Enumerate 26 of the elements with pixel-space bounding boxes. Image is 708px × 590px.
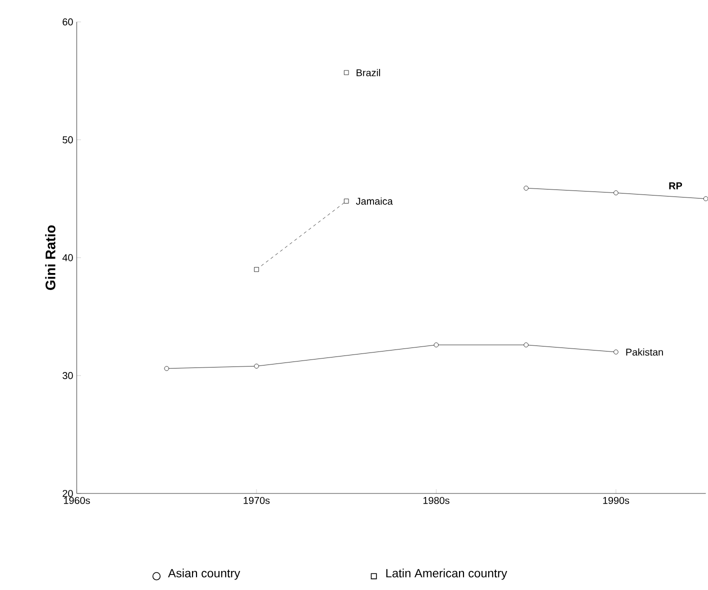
point	[344, 70, 349, 75]
point	[164, 366, 170, 371]
y-tick-label: 60	[62, 18, 73, 26]
point	[614, 350, 618, 354]
series-label: Jamaica	[356, 197, 393, 205]
series-label: Brazil	[356, 68, 380, 76]
series-label: Pakistan	[626, 348, 663, 356]
y-tick-label: 30	[62, 372, 73, 380]
x-tick-label: 1960s	[64, 496, 90, 504]
y-axis-title: Gini Ratio	[45, 225, 56, 290]
point	[524, 342, 528, 348]
x-tick-label: 1990s	[603, 496, 630, 504]
y-tick-label: 40	[62, 254, 73, 262]
text: Asian country	[168, 568, 240, 580]
x-tick-label: 1970s	[244, 496, 270, 504]
point	[254, 267, 259, 272]
point	[344, 198, 349, 204]
point	[254, 364, 259, 368]
text: Latin American country	[386, 568, 508, 580]
point	[614, 190, 618, 196]
y-tick-label: 50	[62, 136, 73, 144]
point	[524, 186, 528, 190]
series-label: RP	[669, 182, 682, 190]
x-tick-label: 1980s	[423, 496, 450, 504]
point	[434, 342, 439, 348]
y-tick-label: 20	[62, 490, 73, 497]
